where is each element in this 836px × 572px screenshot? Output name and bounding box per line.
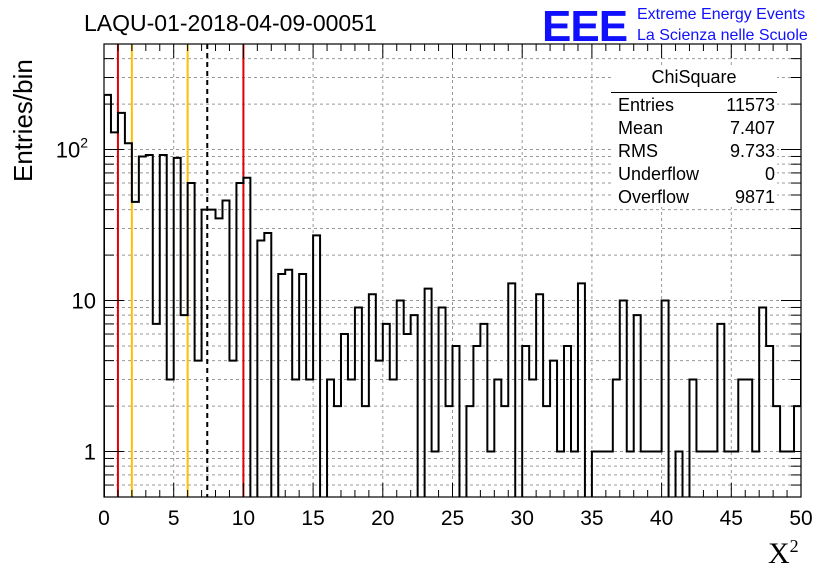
- histogram-bar: [174, 158, 181, 497]
- histogram-bar: [473, 346, 480, 497]
- histogram-bar: [167, 379, 174, 497]
- y-axis-label: Entries/bin: [8, 59, 38, 182]
- x-tick-label: 20: [371, 507, 394, 530]
- histogram-bar: [383, 324, 390, 497]
- histogram-bar: [738, 379, 745, 497]
- eee-logo: EEE: [542, 2, 628, 51]
- histogram-bar: [717, 324, 724, 497]
- histogram-bar: [327, 379, 334, 497]
- histogram-bar: [439, 307, 446, 497]
- histogram-series-line: [104, 93, 801, 497]
- histogram-bar: [397, 301, 404, 497]
- chart-title: LAQU-01-2018-04-09-00051: [84, 10, 377, 36]
- x-axis-label: X2: [768, 536, 799, 571]
- stats-value: 7.407: [729, 118, 775, 138]
- x-tick-label: 0: [98, 507, 110, 530]
- histogram-bar: [195, 361, 202, 497]
- y-tick-label: 102: [56, 135, 88, 163]
- stats-label: Mean: [618, 118, 664, 138]
- histogram-bar: [494, 379, 501, 497]
- stats-row-rms: RMS 9.733: [611, 140, 777, 163]
- histogram-bar: [620, 301, 627, 497]
- histogram-bar: [132, 202, 139, 497]
- stats-row-underflow: Underflow 0: [611, 163, 777, 186]
- histogram-bar: [759, 307, 766, 497]
- stats-label: Overflow: [618, 187, 690, 207]
- stats-value: 0: [764, 164, 775, 184]
- x-tick-label: 15: [301, 507, 324, 530]
- histogram-bar: [264, 233, 271, 497]
- histogram-bar: [209, 210, 216, 497]
- x-axis-label-base: X: [768, 537, 790, 570]
- stats-value: 9871: [734, 187, 775, 207]
- histogram-bar: [125, 143, 132, 497]
- histogram-bar: [453, 346, 460, 497]
- stats-row-overflow: Overflow 9871: [611, 186, 777, 209]
- x-tick-label: 35: [580, 507, 603, 530]
- stats-box: ChiSquare Entries 11573 Mean 7.407 RMS 9.73…: [611, 66, 777, 207]
- histogram-bar: [146, 155, 153, 497]
- histogram-bar: [550, 361, 557, 497]
- histogram-bar: [745, 379, 752, 497]
- histogram-bar: [348, 379, 355, 497]
- x-tick-label: 40: [650, 507, 673, 530]
- histogram-bar: [153, 324, 160, 497]
- histogram-bar: [111, 132, 118, 497]
- y-tick-label: 1: [84, 440, 96, 465]
- histogram-bar: [243, 178, 250, 497]
- stats-value: 11573: [726, 95, 775, 115]
- histogram-bar: [522, 346, 529, 497]
- histogram-bar: [376, 361, 383, 497]
- logo-line-2: La Scienza nelle Scuole: [637, 27, 808, 44]
- histogram-bar: [229, 361, 236, 497]
- x-tick-label: 5: [168, 507, 180, 530]
- histogram-bar: [355, 307, 362, 497]
- x-tick-label: 50: [789, 507, 812, 530]
- stats-row-mean: Mean 7.407: [611, 117, 777, 140]
- histogram-bar: [118, 113, 125, 497]
- histogram-bar: [285, 270, 292, 497]
- stats-label: Underflow: [618, 164, 700, 184]
- logo-line-1: Extreme Energy Events: [637, 6, 806, 23]
- histogram-bar: [313, 235, 320, 497]
- x-axis-label-sup: 2: [789, 536, 799, 556]
- histogram-bar: [404, 334, 411, 497]
- x-tick-label: 10: [232, 507, 255, 530]
- histogram-bar: [662, 301, 669, 497]
- histogram-bar: [529, 379, 536, 497]
- x-tick-label: 25: [441, 507, 464, 530]
- histogram-bar: [390, 379, 397, 497]
- histogram-bar: [160, 155, 167, 497]
- histogram-bar: [480, 324, 487, 497]
- histogram-bar: [766, 346, 773, 497]
- histogram-bar: [613, 379, 620, 497]
- histogram-bar: [306, 379, 313, 497]
- histogram-bar: [341, 334, 348, 497]
- histogram-bar: [188, 183, 195, 497]
- histogram-bar: [801, 334, 808, 497]
- y-tick-label: 10: [72, 289, 96, 314]
- histogram-bar: [564, 346, 571, 497]
- stats-label: RMS: [618, 141, 658, 161]
- histogram-bar: [216, 218, 223, 497]
- histogram-bar: [104, 95, 111, 497]
- histogram-bar: [222, 200, 229, 497]
- stats-row-entries: Entries 11573: [611, 94, 777, 117]
- x-tick-label: 45: [720, 507, 743, 530]
- eee-logo-text: Extreme Energy Events La Scienza nelle S…: [637, 4, 808, 46]
- histogram-bar: [236, 183, 243, 497]
- stats-title: ChiSquare: [611, 67, 777, 93]
- histogram-bar: [139, 156, 146, 497]
- x-tick-label: 30: [511, 507, 534, 530]
- histogram-bar: [292, 379, 299, 497]
- stats-label: Entries: [618, 95, 675, 115]
- histogram-bar: [689, 379, 696, 497]
- stats-value: 9.733: [729, 141, 775, 161]
